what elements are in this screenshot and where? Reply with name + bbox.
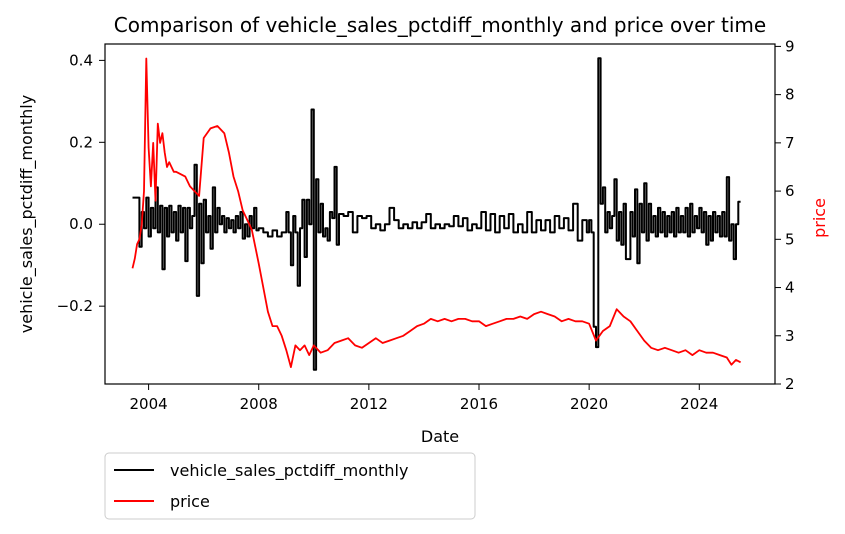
x-tick-label: 2004 (130, 395, 168, 413)
series-line-sales (132, 57, 741, 371)
y-right-tick-label: 2 (785, 375, 795, 393)
x-tick-label: 2024 (680, 395, 718, 413)
y-left-tick-label: −0.2 (57, 297, 93, 315)
y-axis-right-label: price (810, 198, 829, 238)
y-left-tick-label: 0.0 (69, 215, 93, 233)
plot-frame (104, 43, 776, 385)
legend-label-price: price (170, 492, 210, 511)
series-line-price (131, 57, 742, 368)
x-axis: 2004 2008 2012 2016 2020 2024 (130, 384, 718, 413)
x-tick-label: 2008 (240, 395, 278, 413)
y-left-tick-label: 0.2 (69, 133, 93, 151)
legend: vehicle_sales_pctdiff_monthly price (104, 452, 476, 520)
x-tick-label: 2012 (350, 395, 388, 413)
legend-box (104, 452, 476, 520)
x-axis-label: Date (421, 427, 459, 446)
y-right-tick-label: 3 (785, 327, 795, 345)
y-right-tick-label: 5 (785, 230, 795, 248)
legend-label-sales: vehicle_sales_pctdiff_monthly (170, 461, 408, 481)
y-right-tick-label: 4 (785, 279, 795, 297)
y-axis-left-label: vehicle_sales_pctdiff_monthly (17, 95, 37, 333)
y-left-tick-label: 0.4 (69, 51, 93, 69)
chart-title: Comparison of vehicle_sales_pctdiff_mont… (114, 13, 766, 37)
y-right-tick-label: 6 (785, 182, 795, 200)
y-right-tick-label: 9 (785, 37, 795, 55)
y-right-tick-label: 8 (785, 86, 795, 104)
x-tick-label: 2016 (460, 395, 498, 413)
y-axis-left: 0.4 0.2 0.0 −0.2 (57, 51, 105, 315)
plot-area (104, 43, 776, 385)
y-right-tick-label: 7 (785, 134, 795, 152)
lines-layer (131, 57, 742, 371)
x-tick-label: 2020 (570, 395, 608, 413)
y-axis-right: 9 8 7 6 5 4 3 2 (775, 37, 795, 393)
